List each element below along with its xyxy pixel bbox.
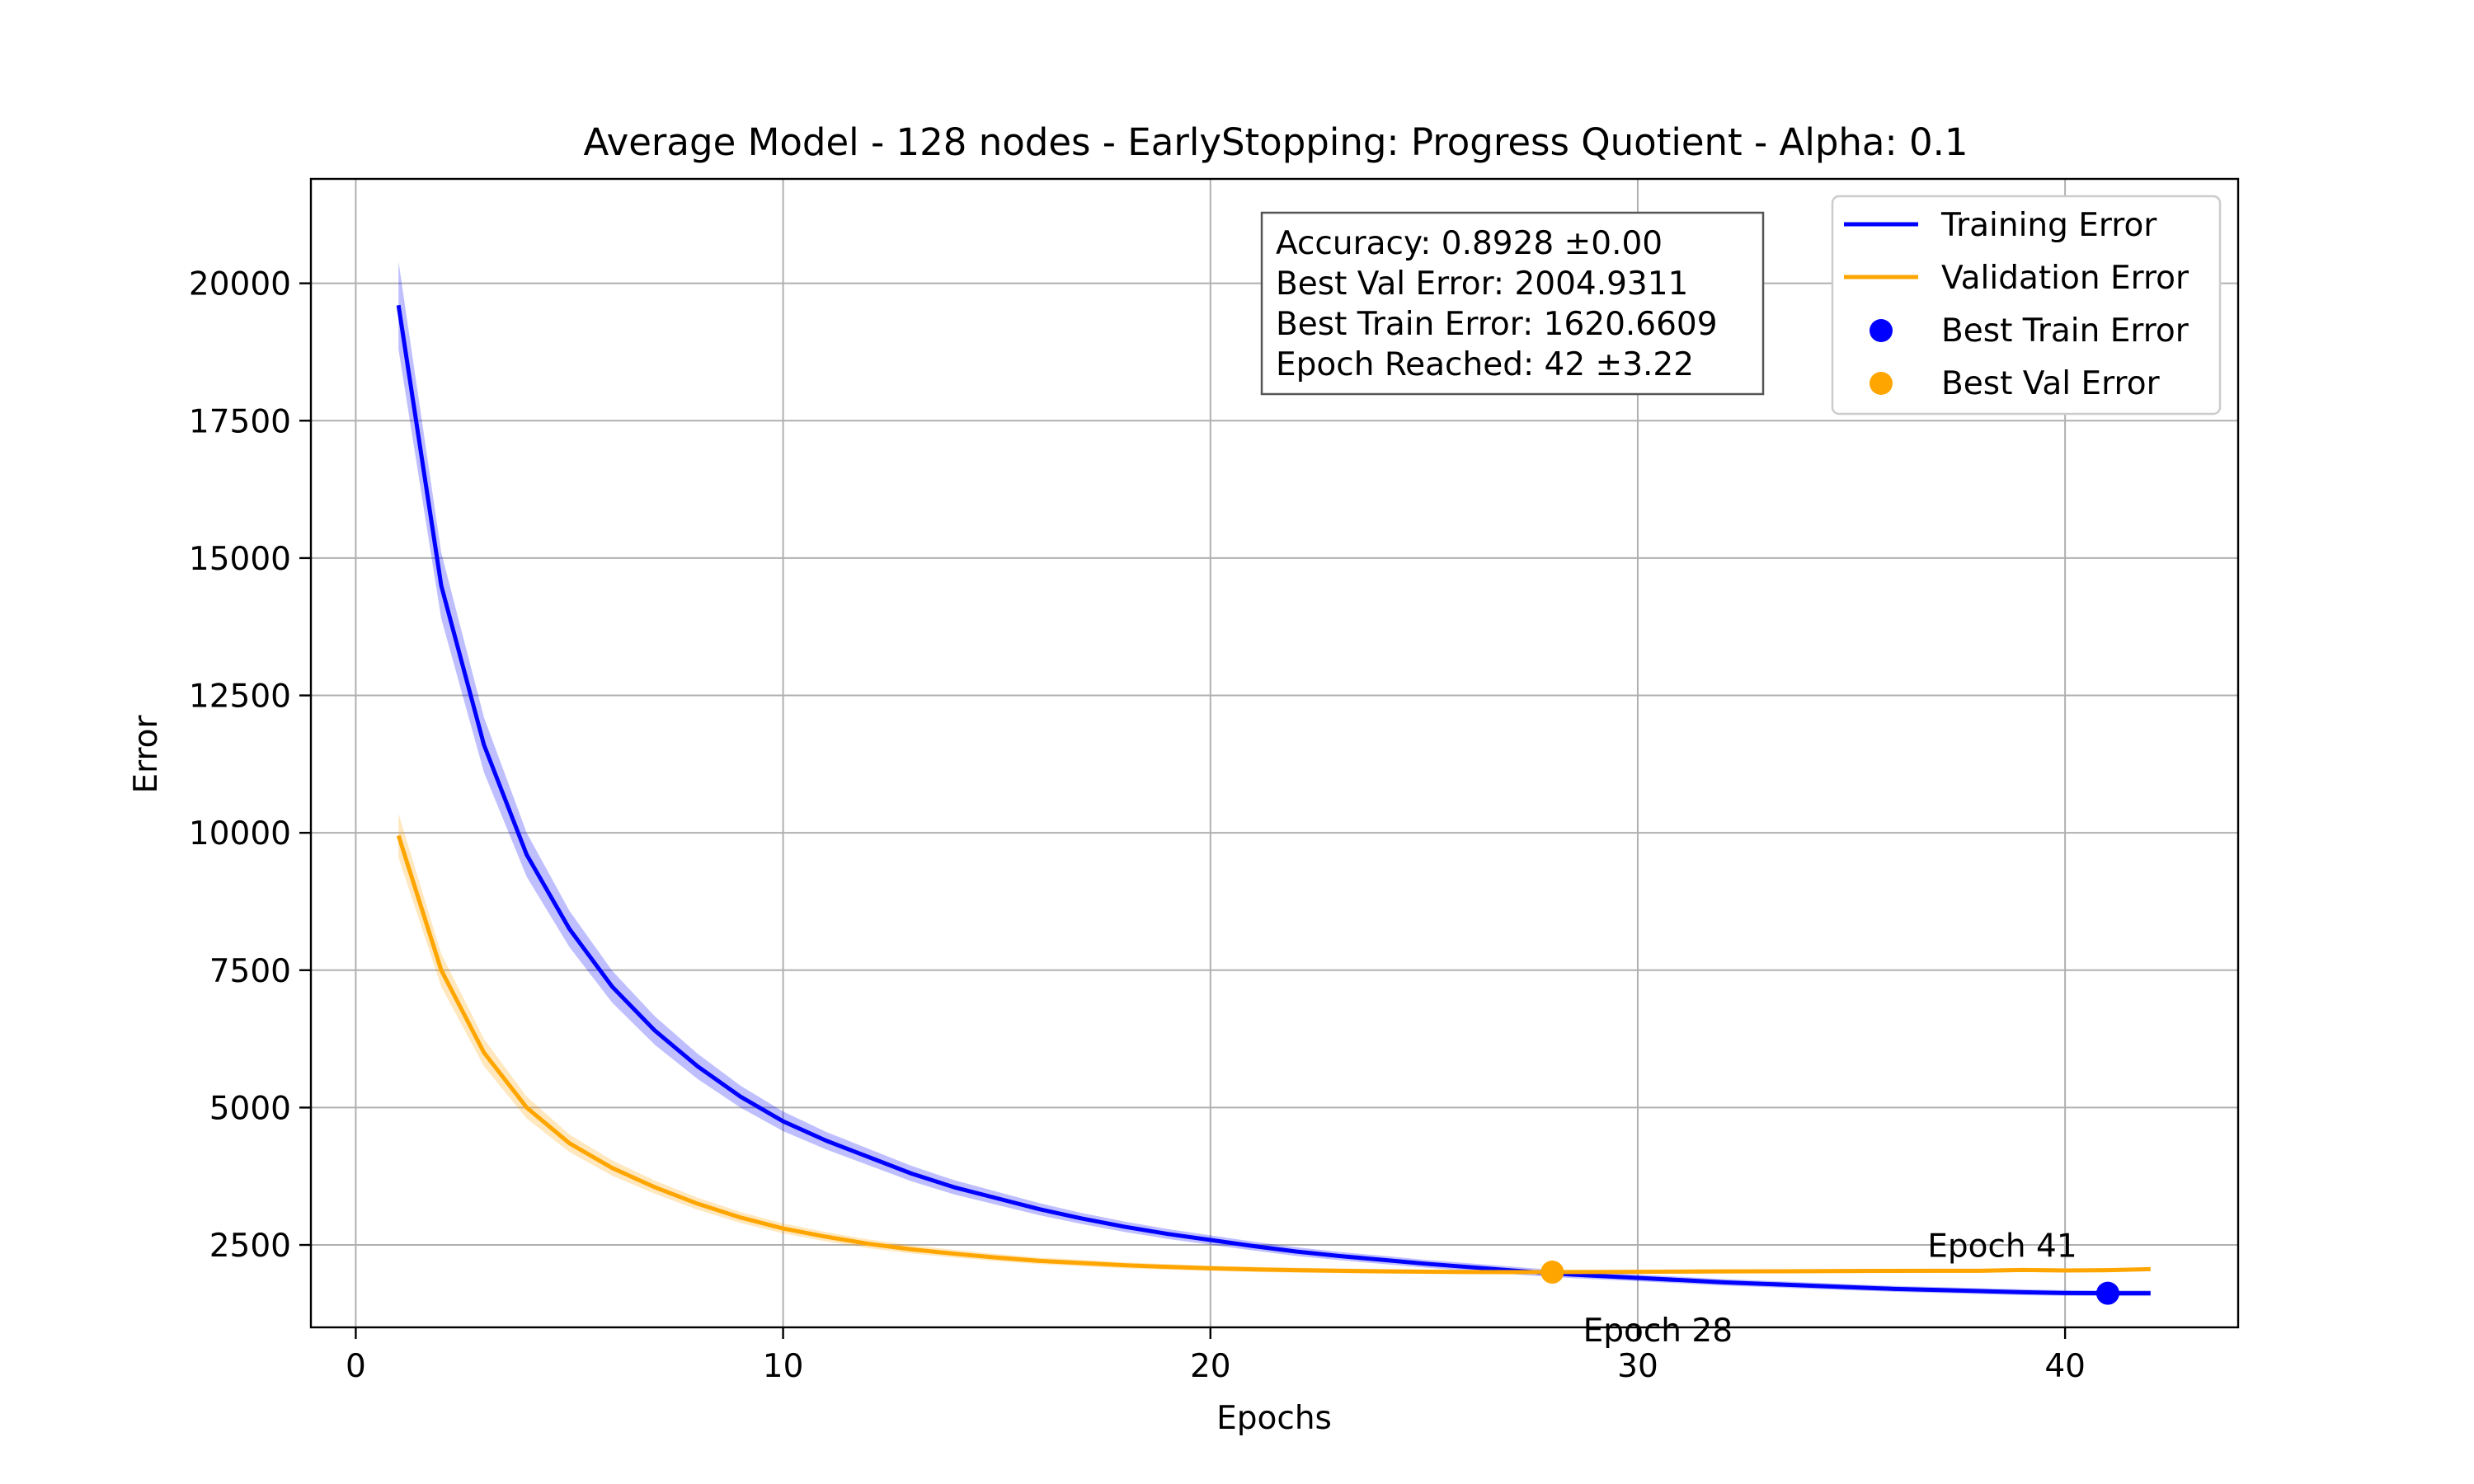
series-lines [396,304,2151,1296]
x-tick-label: 30 [1617,1348,1658,1385]
stats-box-frame [1260,211,1765,396]
y-axis-ticks: 2500 5000 7500 10000 12500 15000 17500 20000 [189,266,311,1265]
best-markers [1540,1261,2119,1305]
y-tick-label: 10000 [189,815,291,852]
stats-accuracy: Accuracy: 0.8928 ±0.00 [1276,225,1663,262]
x-tick-label: 40 [2044,1348,2086,1385]
stats-box: Accuracy: 0.8928 ±0.00 Best Val Error: 2… [1260,211,1765,396]
y-tick-label: 17500 [189,403,291,440]
legend-best-val-label: Best Val Error [1941,365,2161,402]
x-axis-ticks: 0 10 20 30 40 [346,1327,2086,1385]
x-axis-label: Epochs [1216,1400,1332,1437]
best-train-marker [2095,1281,2119,1305]
y-tick-label: 7500 [209,953,291,990]
best-val-epoch-label: Epoch 28 [1583,1313,1733,1350]
y-tick-label: 15000 [189,541,291,578]
legend-training-label: Training Error [1940,207,2157,244]
y-axis-label: Error [128,715,165,794]
legend-frame [1831,195,2222,416]
best-train-epoch-label: Epoch 41 [1927,1228,2077,1266]
plot-frame [309,177,2240,1329]
legend: Training Error Validation Error Best Tra… [1831,195,2222,416]
y-tick-label: 2500 [209,1228,291,1265]
x-tick-label: 20 [1190,1348,1231,1385]
legend-best-train-label: Best Train Error [1941,312,2189,350]
y-tick-label: 5000 [209,1090,291,1127]
x-tick-label: 0 [346,1348,366,1385]
stats-best-val: Best Val Error: 2004.9311 [1276,265,1688,303]
legend-best-val-dot-icon [1870,372,1893,395]
stats-best-train: Best Train Error: 1620.6609 [1276,306,1718,343]
chart-title: Average Model - 128 nodes - EarlyStoppin… [583,120,1968,164]
y-tick-label: 12500 [189,679,291,716]
training-error-line [396,304,2151,1296]
legend-validation-label: Validation Error [1941,260,2189,297]
best-val-marker [1540,1261,1564,1284]
stats-epoch-reached: Epoch Reached: 42 ±3.22 [1276,346,1694,383]
grid-lines [311,179,2238,1327]
legend-best-train-dot-icon [1870,319,1893,342]
y-tick-label: 20000 [189,266,291,303]
validation-error-line [396,834,2151,1275]
x-tick-label: 10 [763,1348,804,1385]
